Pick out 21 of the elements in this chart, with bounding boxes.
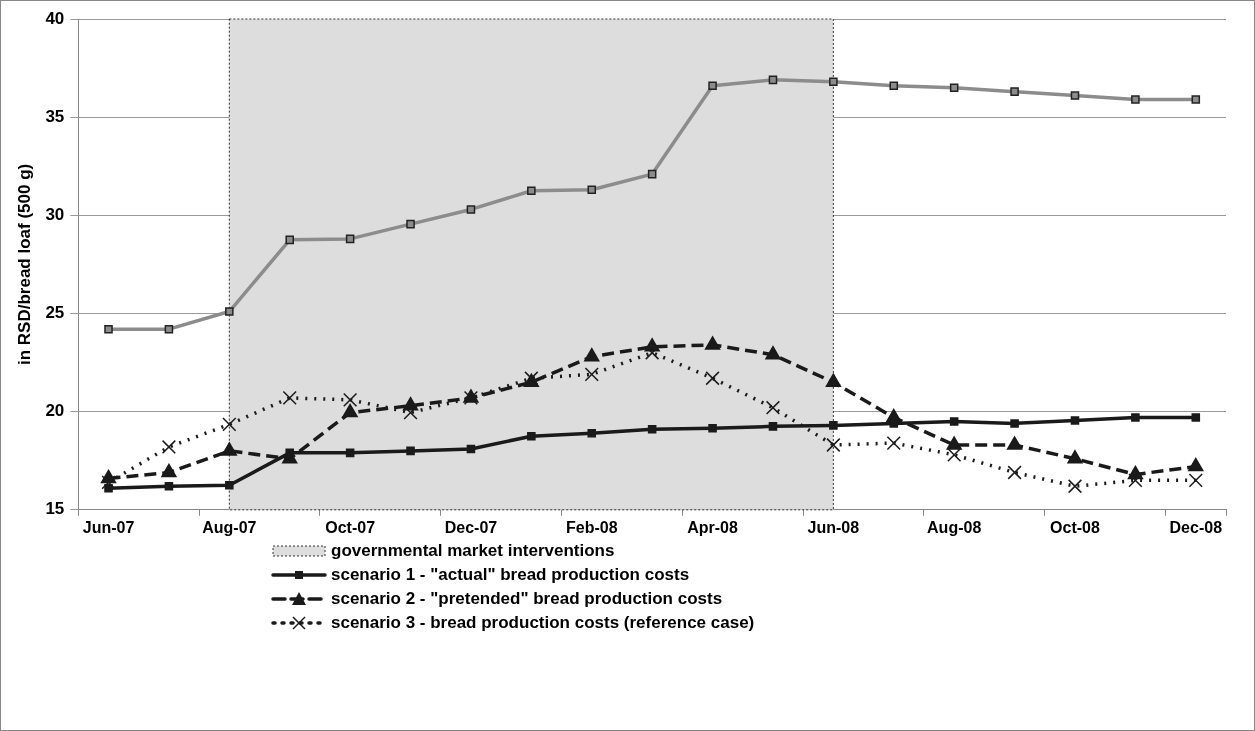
y-tick-label: 40 <box>45 8 65 28</box>
band-label: governmental market interventions <box>331 541 615 561</box>
x-tick-label: Dec-07 <box>444 518 498 536</box>
legend-label: scenario 2 - "pretended" bread production costs <box>331 589 723 609</box>
x-tick-label: Jun-07 <box>82 518 135 536</box>
y-tick-label: 15 <box>45 499 65 519</box>
x-tick-label: Oct-07 <box>325 518 376 536</box>
y-tick-label: 20 <box>45 401 65 421</box>
x-tick-label: Jun-08 <box>807 518 860 536</box>
legend-label: scenario 1 - "actual" bread production costs <box>331 565 690 585</box>
y-tick-label: 30 <box>45 205 65 225</box>
x-tick-label: Aug-07 <box>202 518 257 536</box>
x-tick-label: Apr-08 <box>687 518 738 536</box>
x-tick-label: Feb-08 <box>565 518 618 536</box>
x-tick-label: Oct-08 <box>1050 518 1100 536</box>
legend-label: scenario 3 - bread production costs (reference case) <box>331 613 755 633</box>
x-tick-label: Dec-08 <box>1169 518 1223 536</box>
y-tick-label: 35 <box>45 106 65 126</box>
y-tick-label: 25 <box>45 303 65 323</box>
y-axis-title: in RSD/bread loaf (500 g) <box>14 163 34 365</box>
x-tick-label: Aug-08 <box>927 518 982 536</box>
